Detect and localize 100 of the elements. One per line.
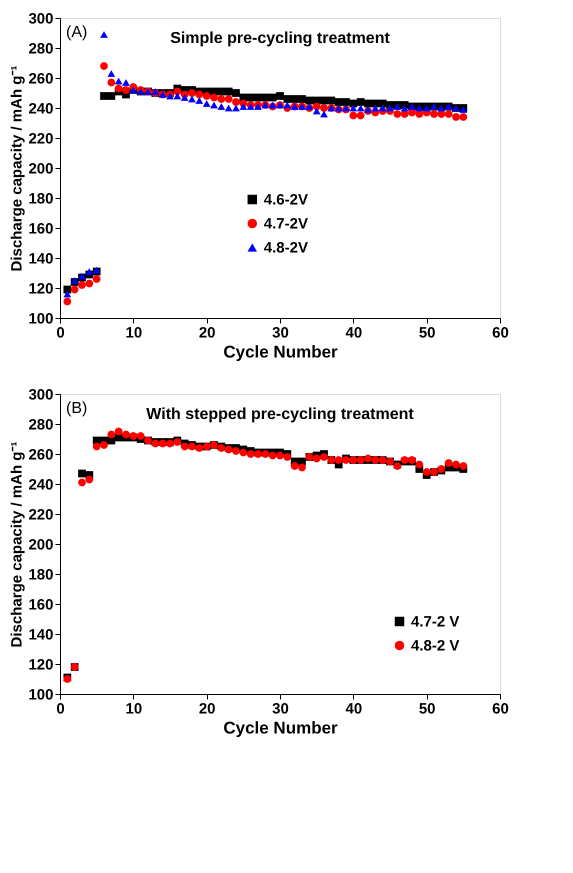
point <box>232 447 240 455</box>
point <box>305 96 314 104</box>
y-tick-label: 200 <box>28 160 54 178</box>
y-tick-label: 100 <box>28 310 54 328</box>
point <box>122 86 130 94</box>
y-tick-label: 160 <box>28 596 54 614</box>
point <box>422 468 431 476</box>
y-tick-label: 240 <box>28 100 54 118</box>
legend-label: 4.7-2 V <box>411 614 460 630</box>
point <box>312 108 321 114</box>
point <box>92 442 101 450</box>
point <box>100 31 108 38</box>
x-axis-title: Cycle Number <box>223 718 338 738</box>
x-tick-label: 30 <box>272 700 289 718</box>
y-tick-label: 220 <box>28 506 54 524</box>
point <box>320 453 328 461</box>
point <box>356 104 365 112</box>
point <box>100 92 108 100</box>
point <box>114 84 123 92</box>
point <box>320 96 328 104</box>
point <box>320 104 328 112</box>
x-tick-label: 20 <box>198 700 216 718</box>
y-tick-label: 260 <box>28 70 54 88</box>
x-tick-label: 30 <box>272 324 289 342</box>
point <box>217 95 226 103</box>
point <box>371 104 380 112</box>
x-tick-label: 40 <box>345 324 362 342</box>
point <box>63 290 72 298</box>
point <box>195 97 204 104</box>
point <box>356 112 365 120</box>
point <box>92 275 101 283</box>
point <box>444 459 453 467</box>
point <box>188 96 196 102</box>
y-axis-title: Discharge capacity / mAh g⁻¹ <box>8 66 26 272</box>
point <box>202 92 211 100</box>
point <box>210 102 218 108</box>
point <box>283 453 292 461</box>
point <box>107 70 116 77</box>
point <box>180 442 189 450</box>
x-tick-label: 60 <box>492 324 509 342</box>
point <box>239 448 248 456</box>
y-tick-label: 280 <box>28 40 54 58</box>
point <box>217 88 226 96</box>
point <box>100 441 108 449</box>
y-tick-label: 300 <box>28 386 54 404</box>
text: Simple pre-cycling treatment <box>170 30 390 47</box>
x-tick-label: 0 <box>56 700 65 718</box>
x-tick-label: 0 <box>56 324 65 342</box>
point <box>100 62 108 70</box>
point <box>320 110 328 118</box>
point <box>246 450 255 458</box>
point <box>136 432 145 440</box>
point <box>444 110 453 118</box>
y-tick-label: 180 <box>28 566 54 584</box>
point <box>298 464 306 472</box>
annotation: (B) <box>66 400 88 417</box>
y-tick-label: 120 <box>28 280 54 298</box>
point <box>393 110 402 118</box>
point <box>224 95 233 103</box>
point <box>283 95 292 103</box>
point <box>188 89 196 97</box>
point <box>63 286 72 294</box>
point <box>342 98 350 106</box>
point <box>107 92 116 100</box>
y-tick-label: 280 <box>28 416 54 434</box>
x-axis-title: Cycle Number <box>223 342 338 362</box>
x-tick-label: 50 <box>418 700 436 718</box>
y-tick-label: 120 <box>28 656 54 674</box>
point <box>400 104 409 112</box>
point <box>459 462 468 470</box>
point <box>70 286 79 294</box>
x-tick-label: 20 <box>198 324 216 342</box>
point <box>202 100 211 107</box>
point <box>386 104 394 112</box>
point <box>283 102 292 108</box>
point <box>78 470 86 478</box>
y-tick-label: 300 <box>28 10 54 28</box>
point <box>173 92 182 100</box>
y-tick-label: 140 <box>28 250 54 268</box>
point <box>122 79 130 86</box>
x-tick-label: 60 <box>492 700 509 718</box>
point <box>210 94 218 102</box>
x-tick-label: 40 <box>345 700 362 718</box>
point <box>290 462 299 470</box>
point <box>415 460 424 468</box>
y-tick-label: 140 <box>28 626 54 644</box>
point <box>378 104 387 112</box>
point <box>430 110 438 118</box>
point <box>224 88 233 96</box>
point <box>180 94 189 101</box>
point <box>276 92 284 100</box>
text: With stepped pre-cycling treatment <box>146 406 414 423</box>
point <box>371 100 380 108</box>
point <box>114 428 123 436</box>
point <box>349 112 358 120</box>
x-tick-label: 50 <box>418 324 436 342</box>
point <box>452 113 460 121</box>
point <box>459 113 468 121</box>
point <box>232 98 240 106</box>
point <box>261 94 270 102</box>
